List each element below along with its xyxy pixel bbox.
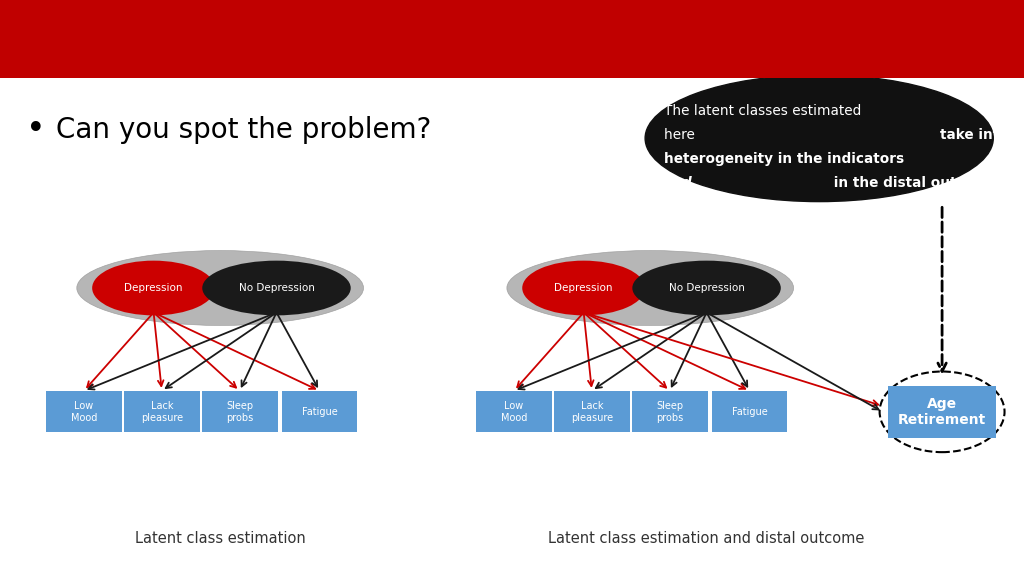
Text: in the distal outcome.: in the distal outcome. bbox=[829, 176, 1002, 190]
Ellipse shape bbox=[645, 75, 993, 202]
Text: Latent class estimation and distal outcome: Latent class estimation and distal outco… bbox=[549, 531, 864, 546]
Text: take into account the: take into account the bbox=[940, 128, 1024, 142]
Text: Lack
pleasure: Lack pleasure bbox=[570, 401, 613, 423]
Bar bbox=[0, 0, 1024, 78]
Text: LCA with Covariates and Distal Outcomes: LCA with Covariates and Distal Outcomes bbox=[26, 22, 777, 56]
Text: No Depression: No Depression bbox=[239, 283, 314, 293]
FancyBboxPatch shape bbox=[554, 392, 630, 432]
Text: Sleep
probs: Sleep probs bbox=[656, 401, 683, 423]
Text: Lack
pleasure: Lack pleasure bbox=[140, 401, 183, 423]
Text: Fatigue: Fatigue bbox=[732, 407, 767, 417]
Text: Sleep
probs: Sleep probs bbox=[226, 401, 253, 423]
Text: a̲n̲d̲: a̲n̲d̲ bbox=[664, 176, 692, 190]
FancyBboxPatch shape bbox=[712, 392, 787, 432]
FancyBboxPatch shape bbox=[124, 392, 200, 432]
Text: heterogeneity in the indicators: heterogeneity in the indicators bbox=[664, 152, 903, 166]
Text: •: • bbox=[26, 113, 45, 146]
Text: The latent classes estimated: The latent classes estimated bbox=[664, 104, 861, 118]
Text: Depression: Depression bbox=[554, 283, 613, 293]
Text: here: here bbox=[664, 128, 698, 142]
Text: Age
Retirement: Age Retirement bbox=[898, 397, 986, 427]
Ellipse shape bbox=[203, 260, 350, 316]
Text: Low
Mood: Low Mood bbox=[501, 401, 527, 423]
Text: Latent class estimation: Latent class estimation bbox=[135, 531, 305, 546]
Ellipse shape bbox=[77, 251, 364, 325]
FancyBboxPatch shape bbox=[632, 392, 708, 432]
FancyBboxPatch shape bbox=[888, 386, 996, 438]
Text: Can you spot the problem?: Can you spot the problem? bbox=[56, 116, 432, 143]
Text: No Depression: No Depression bbox=[669, 283, 744, 293]
Text: Fatigue: Fatigue bbox=[302, 407, 337, 417]
Ellipse shape bbox=[92, 260, 215, 316]
FancyBboxPatch shape bbox=[46, 392, 122, 432]
Text: Low
Mood: Low Mood bbox=[71, 401, 97, 423]
Ellipse shape bbox=[633, 260, 781, 316]
FancyBboxPatch shape bbox=[202, 392, 278, 432]
FancyBboxPatch shape bbox=[476, 392, 552, 432]
Text: Depression: Depression bbox=[124, 283, 183, 293]
FancyBboxPatch shape bbox=[282, 392, 357, 432]
Ellipse shape bbox=[507, 251, 794, 325]
Ellipse shape bbox=[522, 260, 645, 316]
